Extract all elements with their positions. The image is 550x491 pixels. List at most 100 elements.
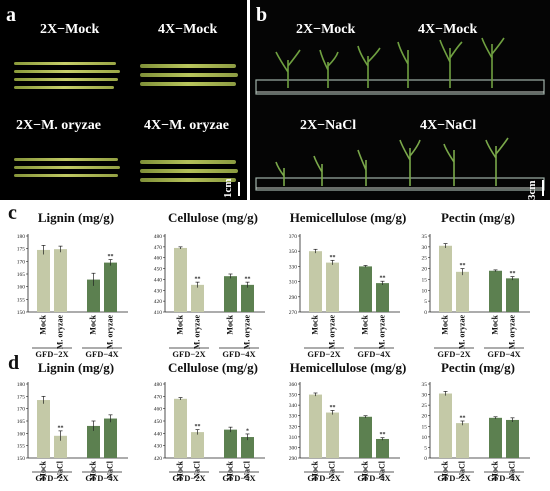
leaf [14, 174, 118, 177]
y-tick-label: 320 [289, 424, 298, 430]
group-label: GFD−4X [85, 349, 119, 359]
category-label: Mock [491, 314, 500, 334]
y-tick-label: 180 [17, 382, 26, 388]
bar [174, 247, 187, 312]
bar [191, 432, 204, 458]
y-tick-label: 420 [154, 299, 163, 305]
leaf [14, 166, 120, 169]
y-tick-label: 160 [17, 431, 26, 437]
y-tick-label: 300 [289, 445, 298, 451]
group-label: GFD−2X [172, 349, 206, 359]
category-label: M. oryzae [458, 315, 467, 350]
significance-label: ** [195, 424, 201, 430]
category-label: Mock [441, 460, 450, 480]
y-tick-label: 10 [422, 435, 428, 441]
y-tick-label: 270 [289, 310, 298, 316]
bar [376, 438, 389, 458]
significance-label: ** [380, 432, 386, 438]
group-label: GFD−4X [487, 473, 521, 483]
panel-a-scale-label: 1cm [222, 178, 234, 198]
y-tick-label: 450 [154, 267, 163, 273]
chart-title: Pectin (mg/g) [441, 210, 515, 225]
category-label: M. oryzae [193, 315, 202, 350]
y-tick-label: 360 [289, 382, 298, 388]
panel-b-label-4x-mock: 4X−Mock [418, 22, 478, 37]
category-label: M. oryzae [378, 315, 387, 350]
y-tick-label: 175 [17, 394, 26, 400]
category-label: M. oryzae [508, 315, 517, 350]
y-tick-label: 165 [17, 272, 26, 278]
y-tick-label: 410 [154, 310, 163, 316]
leaf [14, 78, 118, 81]
bar [174, 398, 187, 458]
y-tick-label: 310 [289, 435, 298, 441]
category-label: M. oryzae [243, 315, 252, 350]
significance-label: ** [330, 405, 336, 411]
y-tick-label: 420 [154, 456, 163, 462]
chart-title: Lignin (mg/g) [38, 210, 114, 225]
chart-title: Hemicellulose (mg/g) [290, 210, 407, 225]
seedlings-illustration [255, 37, 545, 191]
category-label: Mock [311, 460, 320, 480]
y-tick-label: 460 [154, 407, 163, 413]
leaf [140, 178, 236, 182]
leaf [14, 62, 116, 65]
significance-label: ** [58, 425, 64, 431]
bar [359, 266, 372, 312]
panel-b-label-4x-nacl: 4X−NaCl [420, 118, 477, 133]
y-tick-label: 35 [422, 382, 428, 388]
category-label: Mock [89, 314, 98, 334]
bar [506, 278, 519, 312]
panel-a-label-2x-mock: 2X−Mock [40, 22, 100, 37]
leaf [140, 64, 236, 68]
category-label: Mock [226, 460, 235, 480]
category-label: Mock [39, 314, 48, 334]
y-tick-label: 290 [289, 456, 298, 462]
group-label: GFD−4X [85, 473, 119, 483]
y-tick-label: 0 [424, 310, 427, 316]
panel-b-scale-label: 3cm [526, 180, 538, 200]
significance-label: ** [460, 263, 466, 269]
category-label: NaCl [328, 460, 337, 479]
chart-title: Pectin (mg/g) [441, 360, 515, 375]
panel-a-label-4x-moryzae: 4X−M. oryzae [144, 118, 229, 133]
y-tick-label: 370 [289, 234, 298, 240]
category-label: Mock [226, 314, 235, 334]
panel-b-label-2x-nacl: 2X−NaCl [300, 118, 357, 133]
bar [54, 249, 67, 312]
category-label: Mock [441, 314, 450, 334]
bar [309, 251, 322, 312]
y-tick-label: 460 [154, 256, 163, 262]
scale-bar [238, 182, 240, 196]
bar [104, 262, 117, 312]
group-label: GFD−2X [172, 473, 206, 483]
category-label: NaCl [193, 460, 202, 479]
leaf [14, 158, 118, 161]
y-tick-label: 330 [289, 414, 298, 420]
category-label: Mock [39, 460, 48, 480]
leaf [14, 70, 120, 73]
category-label: M. oryzae [328, 315, 337, 350]
bar [224, 276, 237, 312]
category-label: Mock [491, 460, 500, 480]
bar [326, 412, 339, 458]
group-label: GFD−4X [357, 473, 391, 483]
y-tick-label: 30 [422, 393, 428, 399]
y-tick-label: 165 [17, 419, 26, 425]
y-tick-label: 480 [154, 234, 163, 240]
category-label: NaCl [508, 460, 517, 479]
y-tick-label: 150 [17, 456, 26, 462]
bar [87, 279, 100, 312]
category-label: NaCl [106, 460, 115, 479]
category-label: Mock [176, 314, 185, 334]
category-label: Mock [361, 314, 370, 334]
category-label: Mock [89, 460, 98, 480]
y-tick-label: 30 [422, 245, 428, 251]
bar [439, 393, 452, 458]
y-tick-label: 150 [17, 310, 26, 316]
panel-a-label-2x-moryzae: 2X−M. oryzae [16, 118, 101, 133]
panel-a-photo: a 2X−Mock 4X−Mock 2X−M. oryzae 4X−M. ory… [0, 0, 247, 200]
category-label: NaCl [458, 460, 467, 479]
group-label: GFD−2X [35, 349, 69, 359]
y-tick-label: 5 [424, 299, 427, 305]
